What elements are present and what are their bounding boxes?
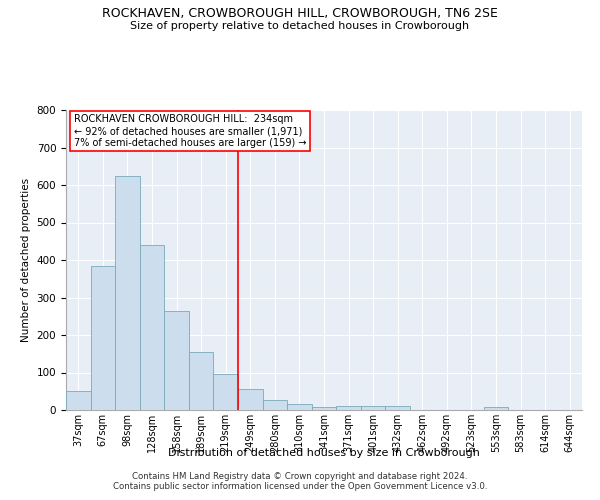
Bar: [385, 406, 410, 410]
Text: Contains public sector information licensed under the Open Government Licence v3: Contains public sector information licen…: [113, 482, 487, 491]
Text: Contains HM Land Registry data © Crown copyright and database right 2024.: Contains HM Land Registry data © Crown c…: [132, 472, 468, 481]
Bar: [140, 245, 164, 410]
Bar: [484, 408, 508, 410]
Bar: [66, 391, 91, 410]
Bar: [164, 310, 189, 410]
Bar: [238, 390, 263, 410]
Bar: [263, 400, 287, 410]
Y-axis label: Number of detached properties: Number of detached properties: [21, 178, 31, 342]
Bar: [189, 352, 214, 410]
Bar: [115, 176, 140, 410]
Text: ROCKHAVEN CROWBOROUGH HILL:  234sqm
← 92% of detached houses are smaller (1,971): ROCKHAVEN CROWBOROUGH HILL: 234sqm ← 92%…: [74, 114, 306, 148]
Bar: [91, 266, 115, 410]
Bar: [312, 406, 336, 410]
Bar: [361, 406, 385, 410]
Bar: [336, 406, 361, 410]
Bar: [287, 404, 312, 410]
Text: ROCKHAVEN, CROWBOROUGH HILL, CROWBOROUGH, TN6 2SE: ROCKHAVEN, CROWBOROUGH HILL, CROWBOROUGH…: [102, 8, 498, 20]
Text: Distribution of detached houses by size in Crowborough: Distribution of detached houses by size …: [168, 448, 480, 458]
Bar: [214, 374, 238, 410]
Text: Size of property relative to detached houses in Crowborough: Size of property relative to detached ho…: [130, 21, 470, 31]
